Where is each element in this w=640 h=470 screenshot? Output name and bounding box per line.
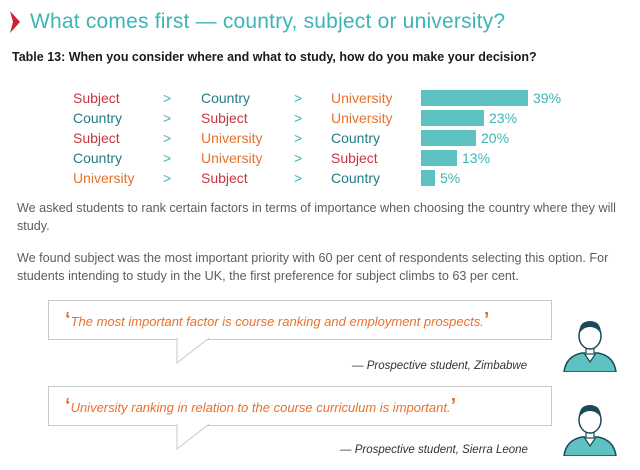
bar-value-label: 39% xyxy=(533,90,562,106)
separator-arrow: > xyxy=(163,90,172,106)
rank-item-subject: Subject xyxy=(201,110,248,126)
quote-body: The most important factor is course rank… xyxy=(70,314,484,329)
ranking-row: Subject > Country > University 39% xyxy=(0,88,640,108)
ranking-row: Country > Subject > University 23% xyxy=(0,108,640,128)
rank-item-country: Country xyxy=(73,110,123,126)
quote-attribution: — Prospective student, Zimbabwe xyxy=(352,360,528,372)
separator-arrow: > xyxy=(163,150,172,166)
student-avatar-icon xyxy=(563,405,617,456)
rank-item-country: Country xyxy=(331,170,381,186)
rank-item-country: Country xyxy=(201,90,251,106)
bar-value-label: 13% xyxy=(462,150,491,166)
bar xyxy=(421,110,484,126)
rank-item-country: Country xyxy=(331,130,381,146)
separator-arrow: > xyxy=(163,170,172,186)
quote-body: University ranking in relation to the co… xyxy=(70,400,451,415)
quote-attribution: — Prospective student, Sierra Leone xyxy=(340,444,528,456)
rank-item-university: University xyxy=(73,170,135,186)
separator-arrow: > xyxy=(294,130,303,146)
rank-item-university: University xyxy=(201,150,263,166)
quote-text: ‘University ranking in relation to the c… xyxy=(65,395,456,418)
bar xyxy=(421,170,435,186)
close-quote-icon: ’ xyxy=(450,395,457,417)
page-header: What comes first — country, subject or u… xyxy=(0,6,505,38)
rank-item-university: University xyxy=(331,110,393,126)
chevron-right-icon xyxy=(0,6,30,38)
bar-value-label: 23% xyxy=(489,110,518,126)
student-avatar-icon xyxy=(563,321,617,372)
bar xyxy=(421,150,457,166)
rank-item-subject: Subject xyxy=(331,150,378,166)
paragraph-intro: We asked students to rank certain factor… xyxy=(17,201,616,233)
speech-tail-icon xyxy=(176,337,210,365)
paragraph-findings: We found subject was the most important … xyxy=(17,251,609,283)
bar-value-label: 20% xyxy=(481,130,510,146)
separator-arrow: > xyxy=(294,90,303,106)
separator-arrow: > xyxy=(294,150,303,166)
rank-item-country: Country xyxy=(73,150,123,166)
rank-item-university: University xyxy=(331,90,393,106)
quote-text: ‘The most important factor is course ran… xyxy=(65,309,489,332)
page-title: What comes first — country, subject or u… xyxy=(30,10,506,33)
close-quote-icon: ’ xyxy=(483,309,490,331)
rank-item-subject: Subject xyxy=(73,130,120,146)
table-caption: Table 13: When you consider where and wh… xyxy=(12,50,537,64)
bar-value-label: 5% xyxy=(440,170,461,186)
speech-tail-icon xyxy=(176,423,210,451)
open-quote-icon: ‘ xyxy=(65,309,71,331)
ranking-row: Country > University > Subject 13% xyxy=(0,148,640,168)
quote-bubble-zimbabwe: ‘The most important factor is course ran… xyxy=(48,300,552,365)
separator-arrow: > xyxy=(294,110,303,126)
separator-arrow: > xyxy=(163,130,172,146)
separator-arrow: > xyxy=(294,170,303,186)
open-quote-icon: ‘ xyxy=(65,395,71,417)
ranking-row: University > Subject > Country 5% xyxy=(0,168,640,188)
bar xyxy=(421,90,528,106)
separator-arrow: > xyxy=(163,110,172,126)
quote-bubble-sierra-leone: ‘University ranking in relation to the c… xyxy=(48,386,552,451)
rank-item-subject: Subject xyxy=(73,90,120,106)
rank-item-university: University xyxy=(201,130,263,146)
rank-item-subject: Subject xyxy=(201,170,248,186)
ranking-row: Subject > University > Country 20% xyxy=(0,128,640,148)
bar xyxy=(421,130,476,146)
